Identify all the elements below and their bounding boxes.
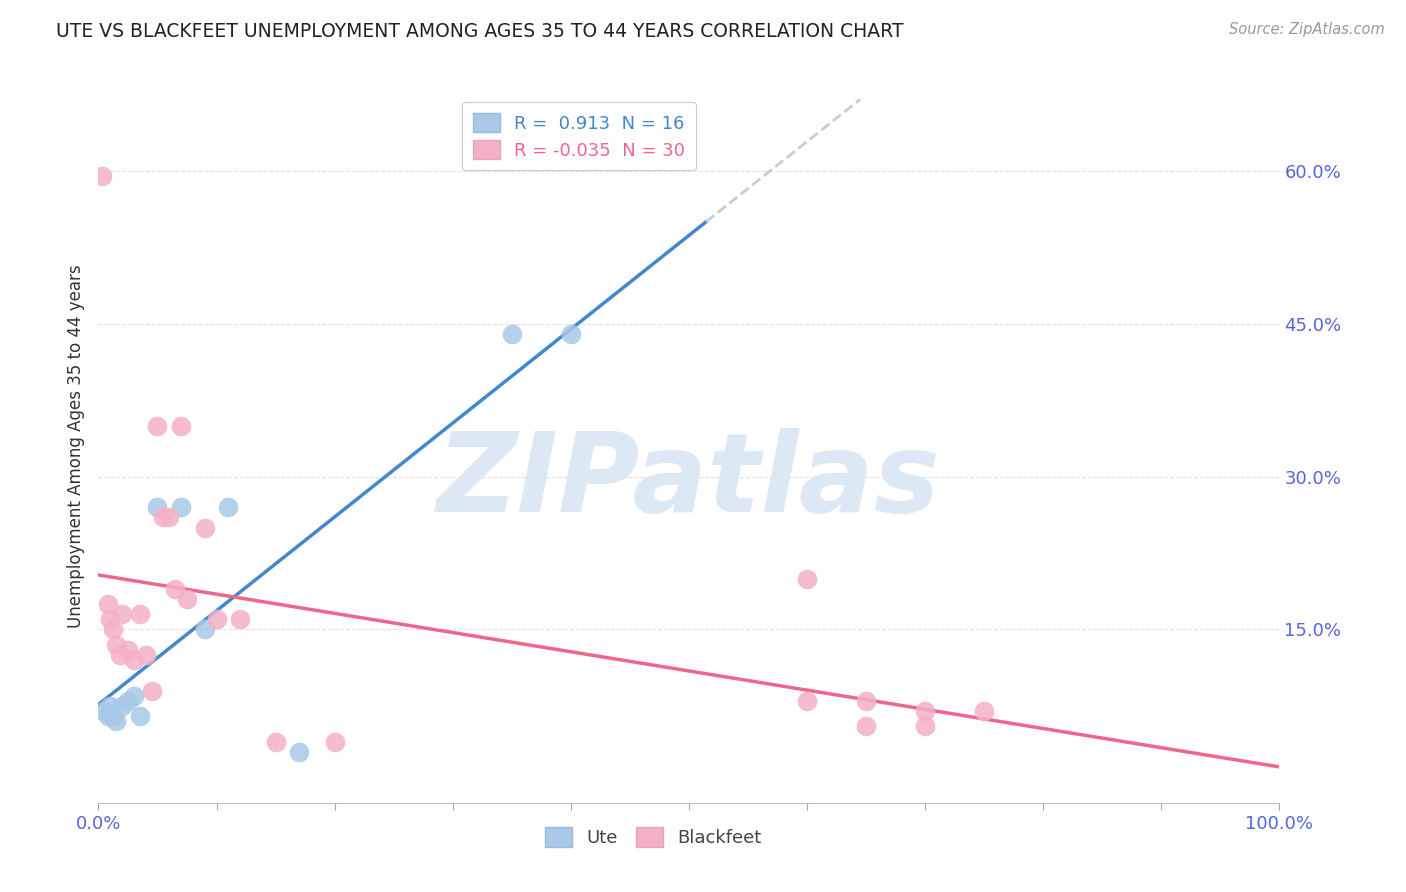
Point bbox=[205, 612, 228, 626]
Point bbox=[914, 719, 936, 733]
Point bbox=[122, 653, 145, 667]
Point bbox=[323, 734, 346, 748]
Text: Source: ZipAtlas.com: Source: ZipAtlas.com bbox=[1229, 22, 1385, 37]
Point bbox=[157, 510, 180, 524]
Point bbox=[855, 694, 877, 708]
Point bbox=[194, 520, 217, 534]
Point bbox=[176, 591, 198, 606]
Point bbox=[796, 694, 818, 708]
Point bbox=[165, 582, 187, 596]
Point bbox=[855, 719, 877, 733]
Point bbox=[117, 694, 139, 708]
Point bbox=[264, 734, 287, 748]
Text: UTE VS BLACKFEET UNEMPLOYMENT AMONG AGES 35 TO 44 YEARS CORRELATION CHART: UTE VS BLACKFEET UNEMPLOYMENT AMONG AGES… bbox=[56, 22, 904, 41]
Point bbox=[117, 643, 139, 657]
Point bbox=[152, 510, 174, 524]
Point bbox=[796, 572, 818, 586]
Point bbox=[170, 418, 193, 433]
Point bbox=[108, 648, 131, 662]
Point bbox=[128, 709, 150, 723]
Point bbox=[91, 169, 114, 183]
Point bbox=[97, 709, 120, 723]
Point bbox=[122, 689, 145, 703]
Point bbox=[560, 326, 582, 341]
Point bbox=[135, 648, 157, 662]
Point bbox=[146, 500, 169, 515]
Point bbox=[93, 704, 115, 718]
Point bbox=[973, 704, 995, 718]
Text: ZIPatlas: ZIPatlas bbox=[437, 428, 941, 535]
Legend: Ute, Blackfeet: Ute, Blackfeet bbox=[538, 820, 769, 855]
Point bbox=[101, 709, 124, 723]
Point bbox=[501, 326, 523, 341]
Point bbox=[146, 418, 169, 433]
Point bbox=[229, 612, 252, 626]
Point bbox=[288, 745, 311, 759]
Point bbox=[128, 607, 150, 622]
Point bbox=[170, 500, 193, 515]
Y-axis label: Unemployment Among Ages 35 to 44 years: Unemployment Among Ages 35 to 44 years bbox=[66, 264, 84, 628]
Point bbox=[97, 597, 120, 611]
Point bbox=[194, 623, 217, 637]
Point bbox=[98, 612, 121, 626]
Point bbox=[141, 683, 163, 698]
Point bbox=[105, 638, 128, 652]
Point bbox=[217, 500, 239, 515]
Point bbox=[111, 698, 134, 713]
Point bbox=[105, 714, 128, 729]
Point bbox=[98, 698, 121, 713]
Point bbox=[111, 607, 134, 622]
Point bbox=[101, 623, 124, 637]
Point bbox=[914, 704, 936, 718]
